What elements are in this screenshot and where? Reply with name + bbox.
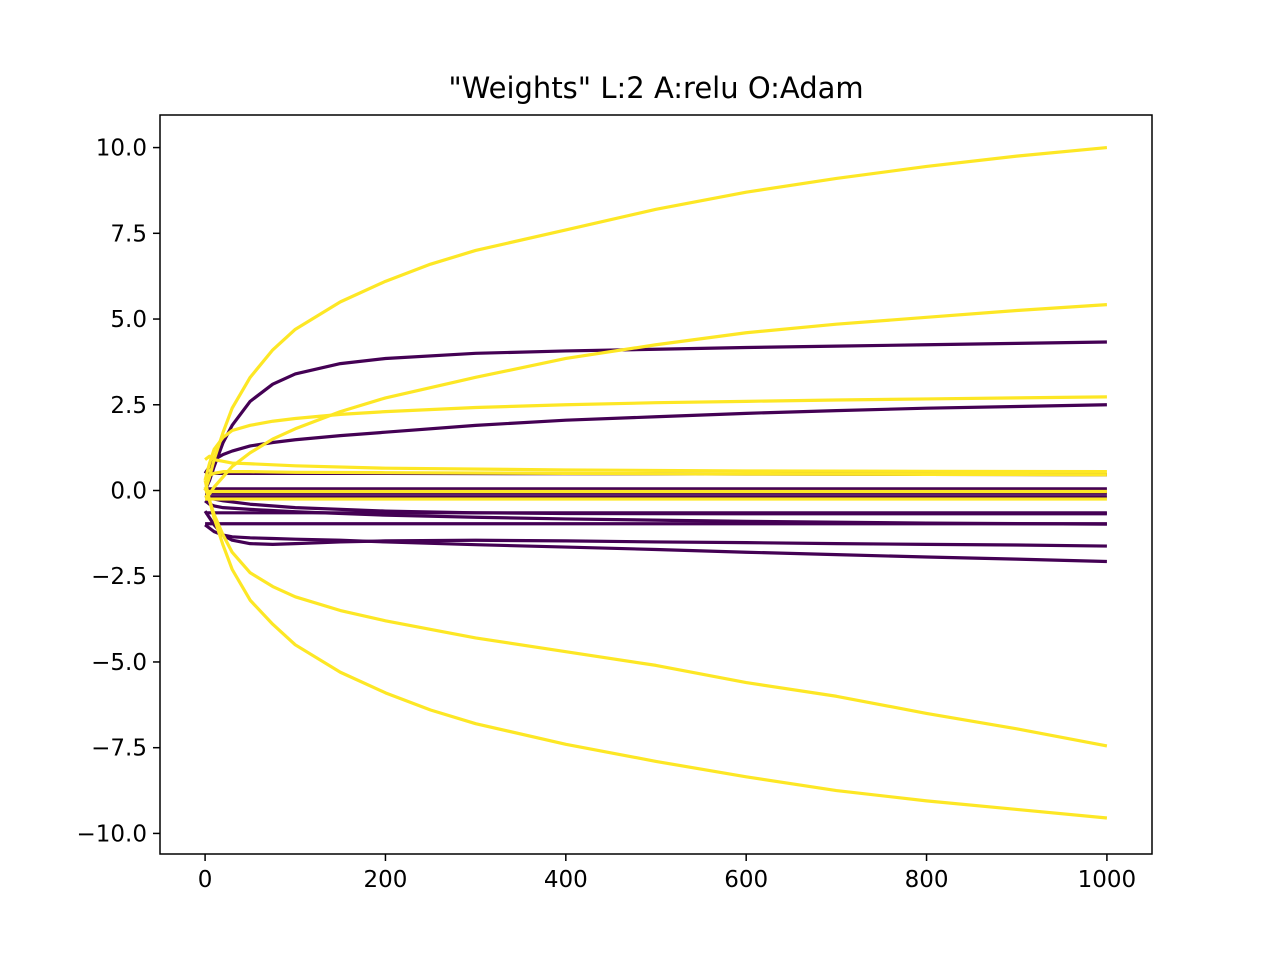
series-line-20 <box>203 486 1108 748</box>
y-tick-label: 10.0 <box>96 136 147 162</box>
chart-title: "Weights" L:2 A:relu O:Adam <box>448 71 863 105</box>
x-tick-label: 0 <box>198 867 213 893</box>
x-tick-label: 800 <box>905 867 949 893</box>
series-line-2 <box>203 403 1107 475</box>
x-tick-label: 200 <box>364 867 408 893</box>
series-line-21 <box>203 479 1108 820</box>
series-line-15 <box>203 395 1107 481</box>
series-line-14 <box>204 303 1108 499</box>
y-tick-label: 2.5 <box>110 393 147 419</box>
series-line-13 <box>203 145 1108 491</box>
x-tick-label: 400 <box>544 867 588 893</box>
x-tick-label: 600 <box>724 867 768 893</box>
y-tick-label: 0.0 <box>110 479 147 505</box>
y-tick-label: −5.0 <box>91 650 147 676</box>
y-tick-label: −7.5 <box>91 736 147 762</box>
x-tick-label: 1000 <box>1078 867 1137 893</box>
series-line-1 <box>203 340 1107 492</box>
y-tick-label: 7.5 <box>110 221 147 247</box>
series-line-17 <box>203 470 1107 482</box>
y-axis-ticks: 10.0 7.5 5.0 2.5 0.0 −2.5 −5.0 −7.5 −10.0 <box>77 136 160 847</box>
plot-area-frame <box>159 114 1153 855</box>
y-tick-label: −10.0 <box>77 821 147 847</box>
y-tick-label: 5.0 <box>110 307 147 333</box>
series-line-16 <box>204 454 1107 474</box>
series-line-9 <box>204 499 1107 526</box>
y-tick-label: −2.5 <box>91 564 147 590</box>
series-group <box>203 145 1108 820</box>
x-axis-ticks: 0 200 400 600 800 1000 <box>198 854 1136 893</box>
